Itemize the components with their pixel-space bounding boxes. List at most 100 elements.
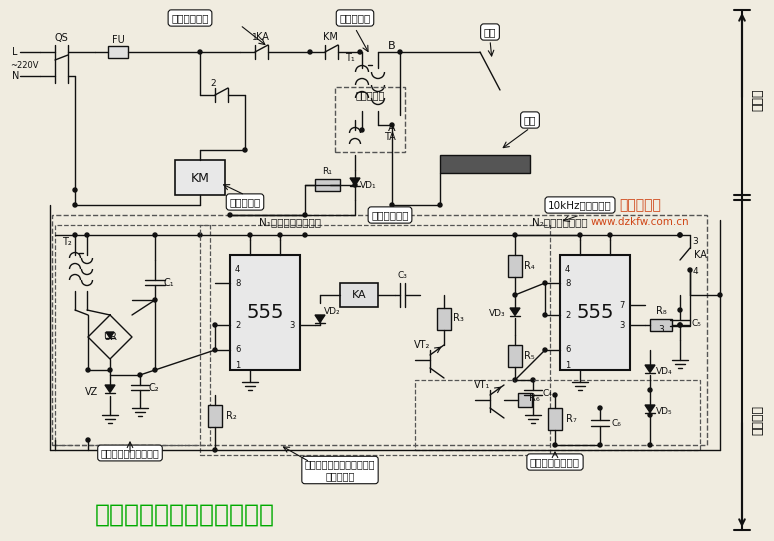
Circle shape: [303, 233, 307, 237]
Circle shape: [303, 213, 307, 217]
Text: R₅: R₅: [524, 351, 534, 361]
Circle shape: [86, 438, 90, 442]
Circle shape: [358, 50, 362, 54]
Circle shape: [153, 298, 157, 302]
Bar: [315, 179, 340, 191]
Text: R₄: R₄: [524, 261, 534, 271]
Text: 焊接启动控制电路: 焊接启动控制电路: [530, 457, 580, 467]
Text: 2: 2: [211, 78, 216, 88]
Text: 6: 6: [565, 346, 570, 354]
Text: 1: 1: [565, 360, 570, 370]
Circle shape: [153, 368, 157, 372]
Polygon shape: [315, 315, 325, 322]
Circle shape: [308, 50, 312, 54]
Text: N₁（施密特触发器）: N₁（施密特触发器）: [259, 217, 321, 227]
Text: 2: 2: [235, 320, 240, 329]
Text: KM: KM: [190, 171, 210, 184]
Text: KM: KM: [323, 32, 337, 42]
Bar: [508, 255, 522, 277]
Circle shape: [108, 368, 112, 372]
Text: 10kHz信号发生器: 10kHz信号发生器: [548, 200, 612, 210]
Text: FU: FU: [111, 35, 125, 45]
Text: KA: KA: [351, 290, 366, 300]
Text: 接触器主触点: 接触器主触点: [171, 13, 209, 23]
Text: 控制电路直流整流电源: 控制电路直流整流电源: [101, 448, 159, 458]
Text: VT₁: VT₁: [474, 380, 490, 390]
Circle shape: [553, 393, 557, 397]
Circle shape: [513, 233, 517, 237]
Text: N: N: [12, 71, 19, 81]
Text: 接触器线圈: 接触器线圈: [229, 197, 261, 207]
Circle shape: [85, 233, 89, 237]
Bar: [340, 283, 378, 307]
Bar: [208, 405, 222, 427]
Circle shape: [73, 203, 77, 207]
Circle shape: [438, 203, 442, 207]
Text: 3: 3: [289, 320, 295, 329]
Text: 3: 3: [620, 320, 625, 329]
Circle shape: [678, 233, 682, 237]
Text: T₁: T₁: [345, 53, 354, 63]
Circle shape: [648, 388, 652, 392]
Circle shape: [598, 406, 602, 410]
Text: C₂: C₂: [149, 383, 159, 393]
Text: R₇: R₇: [566, 414, 577, 424]
Circle shape: [718, 293, 722, 297]
Circle shape: [138, 373, 142, 377]
Text: 电流互感器: 电流互感器: [355, 90, 385, 100]
Text: T₂: T₂: [62, 237, 72, 247]
Polygon shape: [645, 365, 655, 373]
Polygon shape: [350, 178, 360, 186]
Circle shape: [390, 203, 394, 207]
Bar: [518, 393, 532, 407]
Text: 7: 7: [620, 300, 625, 309]
Bar: [440, 155, 530, 173]
Text: R₃: R₃: [453, 313, 464, 323]
Text: 4: 4: [565, 265, 570, 274]
Circle shape: [678, 323, 682, 327]
Bar: [175, 160, 225, 195]
Circle shape: [73, 188, 77, 192]
Circle shape: [648, 443, 652, 447]
Bar: [650, 319, 672, 331]
Text: VD₁: VD₁: [360, 181, 376, 189]
Text: 3: 3: [692, 237, 698, 247]
Text: R₂: R₂: [226, 411, 236, 421]
Bar: [548, 408, 562, 430]
Text: C₁: C₁: [163, 278, 174, 288]
Text: 2: 2: [565, 311, 570, 320]
Circle shape: [608, 233, 612, 237]
Text: R₆: R₆: [529, 393, 539, 403]
Circle shape: [213, 448, 217, 452]
Text: 1: 1: [235, 360, 240, 370]
Circle shape: [543, 348, 547, 352]
Circle shape: [243, 148, 247, 152]
Circle shape: [531, 378, 535, 382]
Text: UR: UR: [103, 332, 117, 342]
Circle shape: [278, 233, 282, 237]
Circle shape: [73, 233, 77, 237]
Circle shape: [198, 50, 202, 54]
Text: 电子开发王: 电子开发王: [619, 198, 661, 212]
Text: 4: 4: [235, 265, 240, 274]
Text: B: B: [389, 41, 396, 51]
Text: 3: 3: [658, 326, 664, 334]
Text: A: A: [389, 123, 396, 133]
Circle shape: [688, 268, 692, 272]
Circle shape: [353, 183, 357, 187]
Text: 1: 1: [252, 32, 258, 42]
Circle shape: [153, 233, 157, 237]
Text: 8: 8: [565, 279, 570, 287]
Circle shape: [198, 233, 202, 237]
Circle shape: [678, 308, 682, 312]
Text: 维持焊接电路: 维持焊接电路: [372, 210, 409, 220]
Text: VZ: VZ: [85, 387, 98, 397]
Text: KA: KA: [255, 32, 269, 42]
Text: 6: 6: [235, 346, 241, 354]
Circle shape: [513, 378, 517, 382]
Text: 555: 555: [246, 302, 284, 321]
Circle shape: [86, 368, 90, 372]
Text: TA: TA: [384, 132, 396, 142]
Bar: [437, 308, 451, 330]
Circle shape: [578, 233, 582, 237]
